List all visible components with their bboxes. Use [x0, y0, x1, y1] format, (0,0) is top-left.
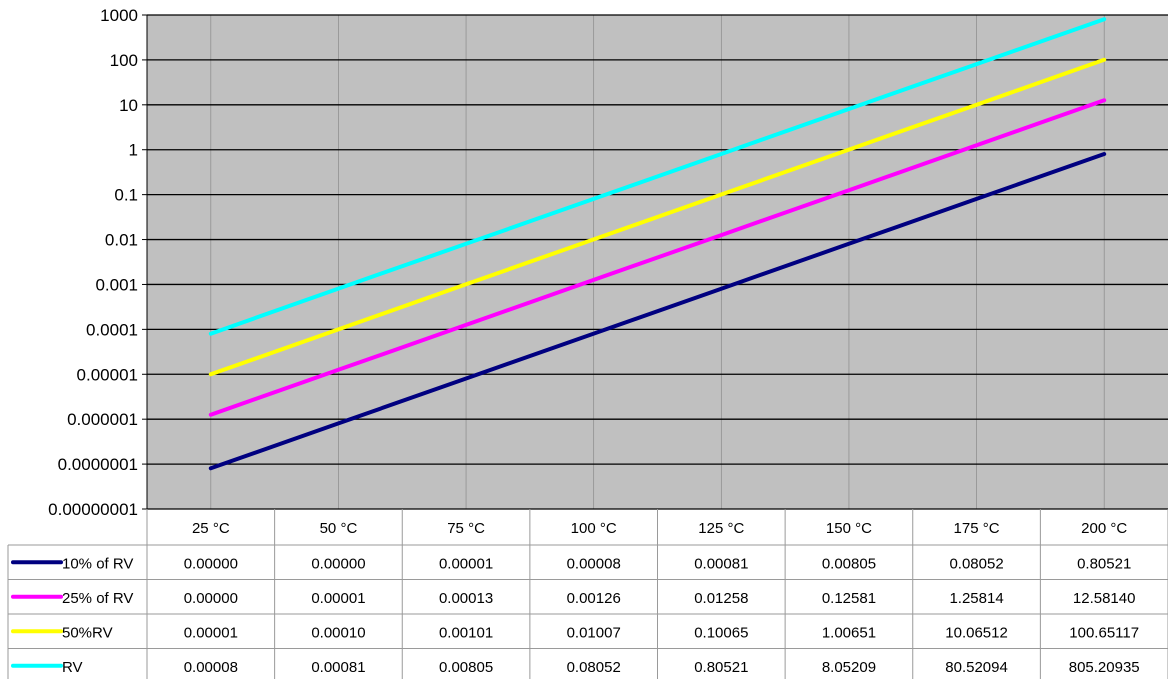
- y-tick-label: 1: [129, 141, 138, 160]
- category-label: 125 °C: [698, 520, 744, 537]
- legend-label: 50%RV: [62, 624, 113, 641]
- table-cell-value: 0.00126: [567, 590, 621, 607]
- category-label: 75 °C: [447, 520, 485, 537]
- table-cell-value: 0.10065: [694, 624, 748, 641]
- y-tick-label: 0.1: [114, 186, 138, 205]
- y-tick-label: 10: [119, 96, 138, 115]
- table-cell-value: 0.00000: [184, 555, 238, 572]
- table-cell-value: 80.52094: [945, 659, 1008, 676]
- table-row: 25% of RV 0.00000 0.00001 0.00013 0.00126 0.0…: [11, 590, 1136, 607]
- y-axis-tick-labels: 0.00000001 0.0000001 0.000001 0.00001 0.0001…: [48, 6, 138, 519]
- table-cell-value: 805.20935: [1069, 659, 1140, 676]
- table-cell-value: 0.08052: [567, 659, 621, 676]
- y-tick-label: 0.001: [95, 275, 138, 294]
- table-cell-value: 0.08052: [949, 555, 1003, 572]
- table-row: 10% of RV 0.00000 0.00000 0.00001 0.00008 0.0…: [11, 555, 1131, 572]
- category-label: 100 °C: [571, 520, 617, 537]
- table-cell-value: 0.00000: [184, 590, 238, 607]
- series-line: [208, 57, 1107, 377]
- table-cell-value: 0.01007: [567, 624, 621, 641]
- legend-label: 25% of RV: [62, 590, 133, 607]
- vertical-gridlines: [210, 15, 1105, 509]
- table-cell-value: 0.00010: [311, 624, 365, 641]
- y-tick-label: 0.01: [105, 231, 138, 250]
- table-cell-value: 0.12581: [822, 590, 876, 607]
- table-cell-value: 0.00001: [184, 624, 238, 641]
- table-cell-value: 0.00001: [439, 555, 493, 572]
- y-tick-label: 0.00000001: [48, 500, 138, 519]
- table-cell-value: 0.00101: [439, 624, 493, 641]
- category-label: 25 °C: [192, 520, 230, 537]
- table-cell-value: 0.01258: [694, 590, 748, 607]
- category-label: 150 °C: [826, 520, 872, 537]
- table-cell-value: 0.00805: [439, 659, 493, 676]
- series-line: [208, 17, 1107, 336]
- table-cell-value: 0.80521: [1077, 555, 1131, 572]
- table-cell-value: 0.80521: [694, 659, 748, 676]
- table-cell-value: 0.00081: [694, 555, 748, 572]
- table-cell-value: 100.65117: [1069, 624, 1139, 641]
- legend-label: 10% of RV: [62, 555, 133, 572]
- y-tick-label: 0.0001: [86, 320, 138, 339]
- series-line: [208, 98, 1107, 417]
- table-cell-value: 0.00081: [311, 659, 365, 676]
- table-row: RV 0.00008 0.00081 0.00805 0.08052 0.80521 8.0…: [11, 659, 1140, 676]
- table-cell-value: 1.00651: [822, 624, 876, 641]
- y-tick-label: 0.0000001: [58, 455, 138, 474]
- table-cell-value: 1.25814: [949, 590, 1003, 607]
- y-tick-label: 0.000001: [67, 410, 138, 429]
- table-cell-value: 8.05209: [822, 659, 876, 676]
- y-tick-label: 0.00001: [77, 365, 138, 384]
- table-cell-value: 0.00008: [567, 555, 621, 572]
- category-label: 50 °C: [320, 520, 358, 537]
- table-row: 50%RV 0.00001 0.00010 0.00101 0.01007 0.10065…: [11, 624, 1139, 641]
- category-label: 175 °C: [954, 520, 1000, 537]
- category-labels: 25 °C 50 °C 75 °C 100 °C 125 °C 150 °C 175 °C 2…: [192, 520, 1127, 537]
- series-line: [208, 152, 1107, 471]
- category-label: 200 °C: [1081, 520, 1127, 537]
- table-cell-value: 0.00000: [311, 555, 365, 572]
- data-table: 10% of RV 0.00000 0.00000 0.00001 0.00008 0.0…: [7, 509, 1168, 684]
- series-lines: [208, 17, 1107, 471]
- legend-label: RV: [62, 659, 83, 676]
- horizontal-gridlines: [142, 14, 1168, 510]
- table-cell-value: 10.06512: [945, 624, 1008, 641]
- table-cell-value: 0.00008: [184, 659, 238, 676]
- table-cell-value: 0.00013: [439, 590, 493, 607]
- table-cell-value: 0.00805: [822, 555, 876, 572]
- table-cell-value: 0.00001: [311, 590, 365, 607]
- table-cell-value: 12.58140: [1073, 590, 1136, 607]
- y-tick-label: 1000: [100, 6, 138, 25]
- y-tick-label: 100: [110, 51, 138, 70]
